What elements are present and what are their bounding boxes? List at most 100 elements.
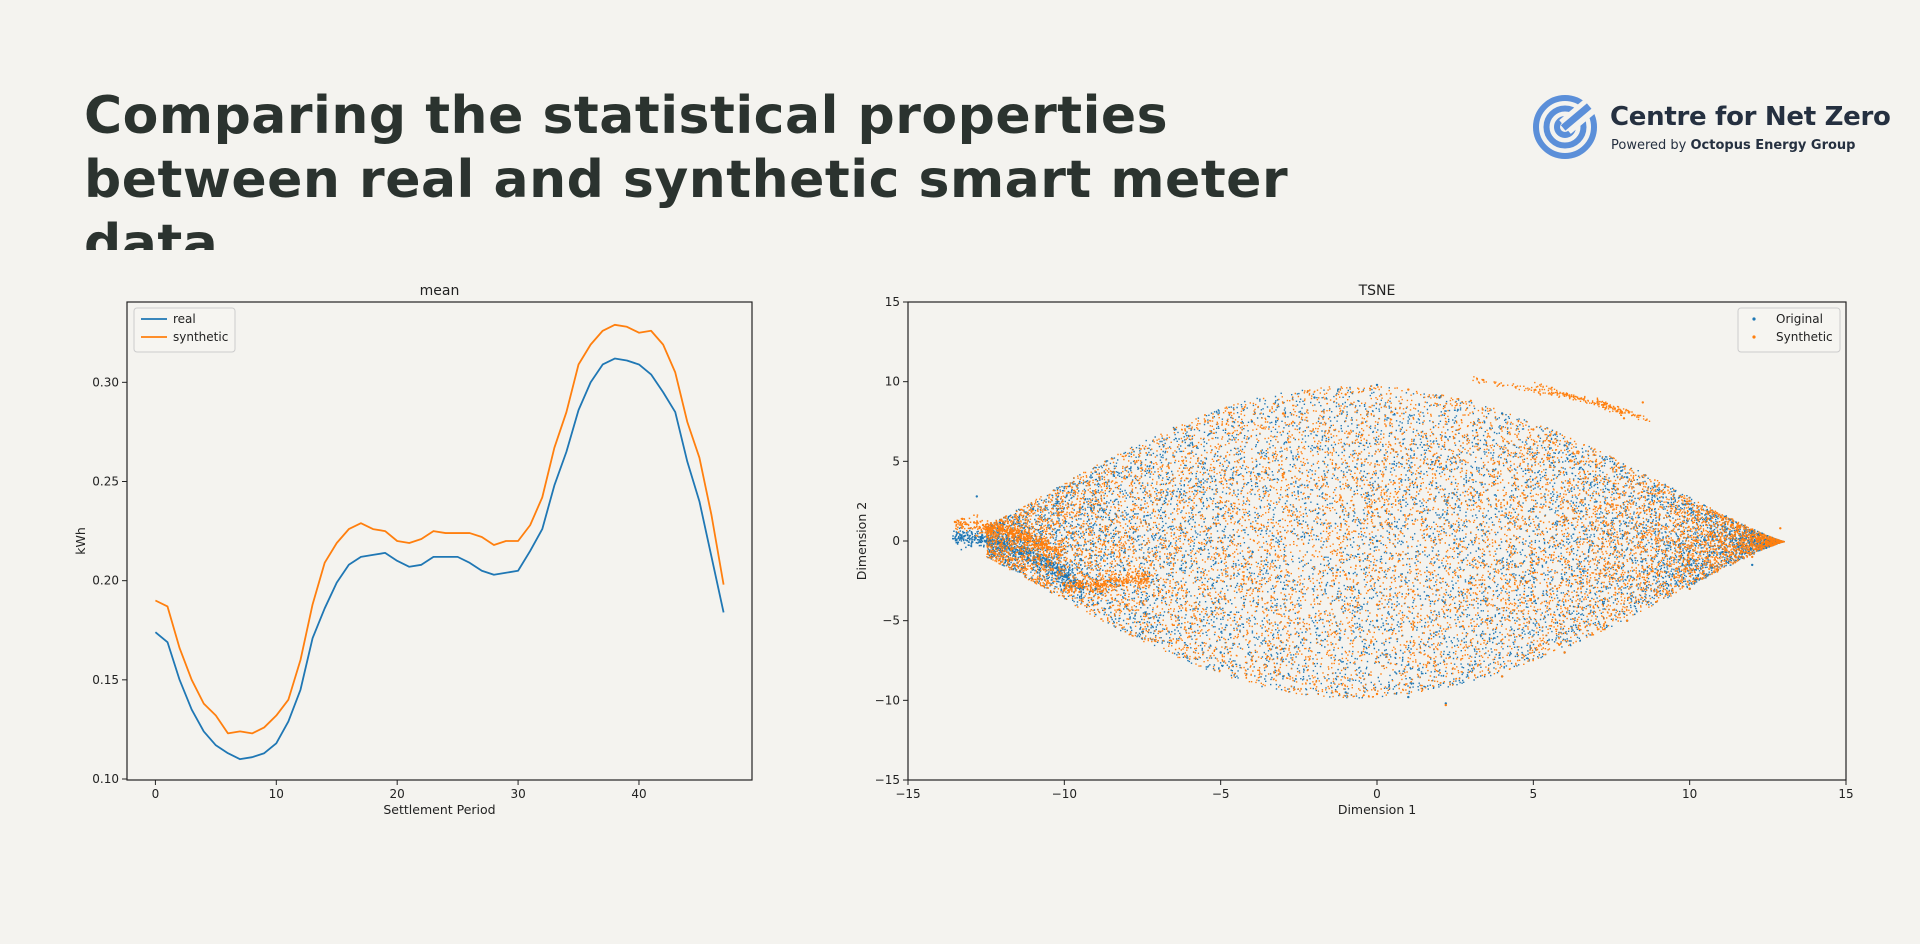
scatter-point-Synthetic bbox=[1719, 515, 1723, 519]
scatter-point-Synthetic bbox=[1657, 492, 1660, 495]
scatter-dots-Synthetic bbox=[955, 385, 1785, 698]
scatter-point-Synthetic bbox=[1125, 603, 1129, 606]
scatter-point-Synthetic bbox=[1078, 581, 1082, 584]
figure-panel: 0 10 20 30 40 0.10 0.15 0.20 0.25 0.30 mean Settlem… bbox=[66, 250, 1878, 834]
legend-marker-Original bbox=[1752, 317, 1756, 321]
scatter-point-Synthetic bbox=[1141, 574, 1144, 578]
scatter-point-Synthetic bbox=[1779, 527, 1782, 530]
scatter-point-Synthetic bbox=[1313, 683, 1316, 686]
scatter-point-Original bbox=[1250, 420, 1254, 423]
scatter-point-Original bbox=[975, 495, 978, 498]
scatter-point-Synthetic bbox=[1094, 492, 1097, 495]
scatter-point-Synthetic bbox=[1282, 412, 1285, 415]
y-tick-label: 10 bbox=[885, 375, 900, 389]
legend-marker-Synthetic bbox=[1752, 335, 1756, 339]
series-points-Synthetic bbox=[955, 385, 1785, 698]
scatter-point-Synthetic bbox=[981, 523, 985, 527]
scatter-point-Synthetic bbox=[1375, 507, 1379, 511]
y-tick-label: 5 bbox=[892, 454, 900, 468]
y-tick-label: 0.10 bbox=[92, 772, 119, 786]
scatter-point-Original bbox=[1469, 587, 1473, 590]
scatter-point-Synthetic bbox=[1625, 619, 1629, 622]
chart-title: TSNE bbox=[1358, 283, 1396, 299]
series-points-Original bbox=[952, 385, 1785, 699]
y-tick-label: −5 bbox=[882, 614, 900, 628]
page-title-line-2: between real and synthetic smart meter d… bbox=[84, 150, 1289, 274]
legend-label-synthetic: synthetic bbox=[173, 330, 228, 344]
scatter-point-Original bbox=[1094, 587, 1097, 590]
series-points-Synthetic-streaks bbox=[1472, 376, 1651, 422]
x-tick-label: 40 bbox=[631, 787, 646, 801]
scatter-point-Synthetic bbox=[1250, 659, 1254, 662]
scatter-point-Original bbox=[1751, 530, 1754, 533]
scatter-point-Original bbox=[1031, 507, 1035, 511]
scatter-point-Synthetic bbox=[1751, 555, 1754, 559]
y-tick-label: 0.25 bbox=[92, 474, 119, 488]
scatter-point-Original bbox=[1282, 675, 1285, 678]
scatter-point-Synthetic bbox=[1016, 531, 1019, 535]
x-tick-label: 15 bbox=[1838, 787, 1853, 801]
scatter-point-Original bbox=[1438, 396, 1441, 399]
scatter-point-Synthetic bbox=[1188, 452, 1191, 455]
brand-tagline: Powered by Octopus Energy Group bbox=[1611, 138, 1855, 153]
legend: real synthetic bbox=[133, 307, 236, 353]
scatter-point-Synthetic bbox=[1110, 584, 1113, 587]
scatter-point-Original bbox=[1188, 444, 1191, 447]
scatter-point-Original bbox=[1688, 507, 1691, 511]
figure-canvas: 0 10 20 30 40 0.10 0.15 0.20 0.25 0.30 mean Settlem… bbox=[73, 283, 1854, 817]
plot-frame bbox=[126, 301, 753, 781]
scatter-point-Original bbox=[1407, 695, 1410, 699]
brand-tagline-company: Octopus Energy Group bbox=[1690, 138, 1856, 153]
scatter-point-Synthetic bbox=[1047, 560, 1050, 563]
scatter-point-Synthetic bbox=[1469, 492, 1473, 495]
scatter-point-Original bbox=[1219, 507, 1222, 511]
x-axis-label: Settlement Period bbox=[383, 802, 495, 817]
scatter-point-Original bbox=[1532, 507, 1535, 511]
scatter-dots-Synthetic-streak bbox=[1472, 376, 1651, 422]
scatter-point-Synthetic bbox=[1344, 393, 1347, 396]
series-line-synthetic bbox=[155, 323, 725, 735]
x-axis-label: Dimension 1 bbox=[1338, 802, 1416, 817]
scatter-point-Synthetic bbox=[1407, 388, 1410, 391]
x-tick-label: 0 bbox=[1373, 787, 1381, 801]
series-line-real bbox=[154, 357, 725, 761]
scatter-point-Synthetic bbox=[1622, 417, 1626, 420]
scatter-point-Synthetic bbox=[1482, 378, 1485, 382]
scatter-point-Synthetic bbox=[1563, 651, 1566, 654]
scatter-point-Original bbox=[1375, 539, 1379, 543]
brand-name: Centre for Net Zero bbox=[1610, 102, 1891, 132]
scatter-point-Original bbox=[1156, 619, 1160, 622]
page-title-line-1: Comparing the statistical properties bbox=[84, 86, 1169, 146]
y-tick-label: 0.20 bbox=[92, 574, 119, 588]
scatter-point-Synthetic bbox=[1188, 635, 1191, 638]
scatter-point-Original bbox=[1375, 460, 1379, 463]
scatter-point-Original bbox=[1063, 584, 1066, 587]
legend-label-real: real bbox=[173, 312, 196, 326]
scatter-point-Synthetic bbox=[1641, 401, 1645, 404]
y-tick-label: −10 bbox=[875, 693, 900, 707]
scatter-point-Synthetic bbox=[1500, 675, 1504, 678]
legend-label-Synthetic: Synthetic bbox=[1776, 330, 1833, 344]
brand-tagline-prefix: Powered by bbox=[1611, 138, 1687, 153]
y-tick-label: 15 bbox=[885, 295, 900, 309]
scatter-point-Synthetic bbox=[1375, 603, 1379, 606]
x-tick-label: −10 bbox=[1052, 787, 1077, 801]
scatter-point-Original bbox=[1313, 396, 1316, 399]
scatter-point-Synthetic bbox=[953, 520, 957, 524]
scatter-point-Original bbox=[963, 535, 966, 538]
scatter-point-Synthetic bbox=[1375, 692, 1379, 696]
x-tick-label: 10 bbox=[1682, 787, 1697, 801]
scatter-point-Original bbox=[1125, 476, 1129, 479]
scatter-point-Original bbox=[1500, 412, 1504, 415]
scatter-point-Synthetic bbox=[1282, 476, 1285, 479]
x-tick-label: 0 bbox=[152, 787, 160, 801]
x-tick-label: −5 bbox=[1212, 787, 1230, 801]
legend-label-Original: Original bbox=[1776, 312, 1823, 326]
x-tick-label: 10 bbox=[269, 787, 284, 801]
scatter-point-Synthetic bbox=[1594, 460, 1598, 463]
x-tick-label: −15 bbox=[895, 787, 920, 801]
chart-title: mean bbox=[420, 283, 460, 299]
scatter-point-Original bbox=[1625, 476, 1629, 479]
scatter-point-Original bbox=[1375, 619, 1379, 622]
scatter-point-Synthetic bbox=[1219, 539, 1222, 543]
